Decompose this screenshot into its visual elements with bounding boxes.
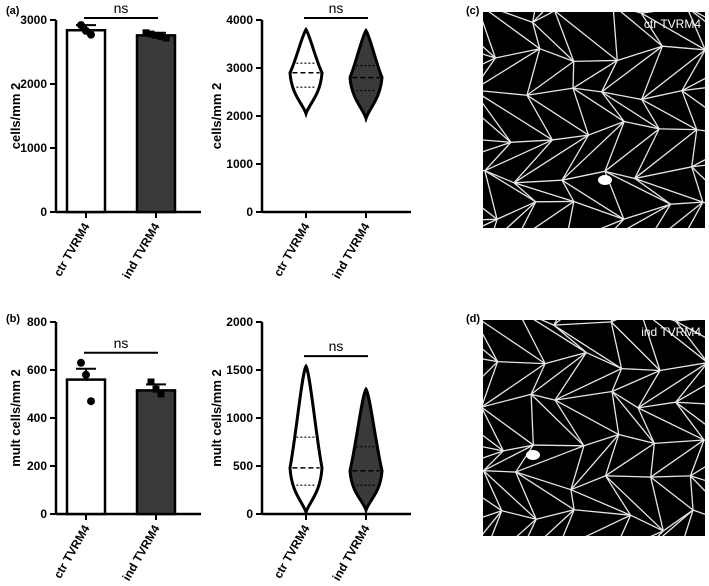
y-tick-label: 600	[27, 363, 47, 377]
violin-ctr	[288, 26, 324, 119]
significance-label: ns	[114, 335, 129, 351]
micrograph-label: ctr TVRM4	[644, 17, 701, 31]
data-point	[82, 370, 90, 379]
cell-borders	[483, 12, 705, 228]
violin-ctr	[288, 363, 324, 517]
micrograph-label: ind TVRM4	[641, 325, 701, 339]
chart-a-bar: 0 1000 2000 3000 cells/mm 2 ctr TVRM4 ind TVRM…	[8, 0, 201, 281]
chart-b-bar: 0 200 400 600 800 mult cells/mm 2 ctr TVRM4 ind…	[8, 315, 201, 583]
y-axis-label: mult cells/mm 2	[209, 369, 224, 467]
y-tick-label: 1000	[20, 141, 47, 155]
y-tick-label: 1000	[226, 157, 253, 171]
data-point	[142, 29, 150, 37]
y-tick-label: 0	[246, 507, 253, 521]
x-tick-label: ind TVRM4	[329, 522, 372, 583]
x-tick-label: ctr TVRM4	[51, 522, 93, 581]
violin-ind	[348, 27, 384, 124]
data-point	[152, 31, 160, 39]
y-tick-label: 2000	[20, 77, 47, 91]
data-point	[152, 385, 160, 393]
y-tick-label: 3000	[20, 13, 47, 27]
bar-ctr	[65, 28, 107, 214]
panel-letter-a: (a)	[6, 5, 20, 17]
panel-letter-d: (d)	[466, 313, 480, 325]
data-point	[162, 34, 170, 42]
significance-label: ns	[114, 0, 129, 16]
bar-ctr	[65, 378, 107, 516]
y-tick-label: 500	[233, 459, 253, 473]
y-tick-label: 800	[27, 315, 47, 329]
y-tick-label: 400	[27, 411, 47, 425]
y-tick-label: 1500	[226, 363, 253, 377]
x-tick-label: ind TVRM4	[119, 522, 162, 583]
significance-label: ns	[329, 0, 344, 16]
data-point	[147, 30, 155, 38]
x-tick-label: ind TVRM4	[329, 220, 372, 281]
chart-b-violin: 0 500 1000 1500 2000 mult cells/mm 2 ctr TVRM4…	[209, 315, 411, 583]
micrograph-background	[483, 320, 705, 536]
bar-ind	[135, 389, 177, 516]
data-point	[77, 358, 85, 367]
bright-spot	[598, 175, 612, 185]
data-point	[77, 21, 85, 30]
y-tick-label: 2000	[226, 315, 253, 329]
y-tick-label: 1000	[226, 411, 253, 425]
y-axis-label: mult cells/mm 2	[8, 369, 23, 467]
data-point	[147, 378, 155, 386]
y-tick-label: 200	[27, 459, 47, 473]
x-tick-label: ind TVRM4	[119, 220, 162, 281]
y-tick-label: 4000	[226, 13, 253, 27]
x-tick-label: ctr TVRM4	[271, 522, 313, 581]
x-tick-label: ctr TVRM4	[51, 220, 93, 279]
data-point	[157, 33, 165, 41]
bar-ind	[135, 34, 177, 214]
y-axis-label: cells/mm 2	[209, 83, 224, 150]
micrograph-background	[483, 12, 705, 228]
violin-ind	[348, 386, 384, 516]
significance-label: ns	[329, 338, 344, 354]
y-tick-label: 0	[40, 205, 47, 219]
data-point	[87, 397, 95, 406]
micrograph-ctr: ctr TVRM4	[483, 12, 705, 228]
y-axis-label: cells/mm 2	[8, 83, 23, 150]
panel-letter-c: (c)	[466, 5, 480, 17]
cell-borders	[483, 320, 705, 536]
y-tick-label: 3000	[226, 61, 253, 75]
micrograph-ind: ind TVRM4	[483, 320, 705, 536]
data-point	[87, 30, 95, 39]
chart-a-violin: 0 1000 2000 3000 4000 cells/mm 2 ctr TVRM4 ind …	[209, 0, 411, 281]
y-tick-label: 2000	[226, 109, 253, 123]
x-tick-label: ctr TVRM4	[271, 220, 313, 279]
data-point	[157, 390, 165, 398]
y-tick-label: 0	[246, 205, 253, 219]
bright-spot	[526, 450, 540, 460]
y-tick-label: 0	[40, 507, 47, 521]
panel-letter-b: (b)	[6, 313, 20, 325]
